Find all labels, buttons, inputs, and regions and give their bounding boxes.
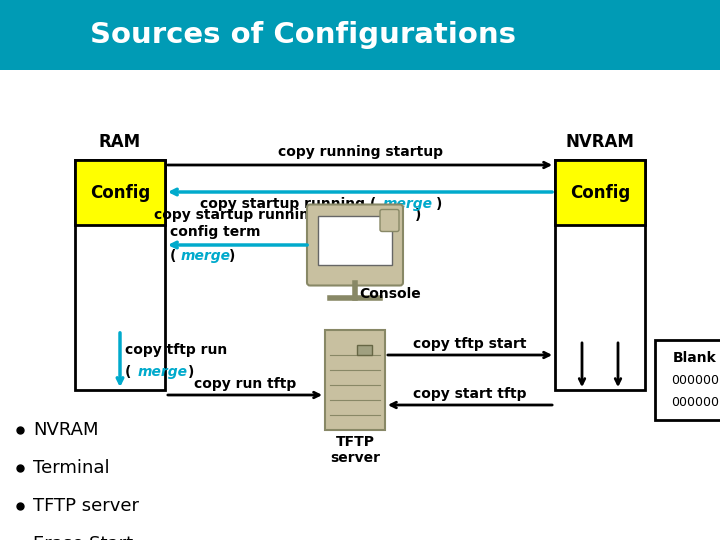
Text: ): ): [188, 365, 194, 379]
Text: RAM: RAM: [99, 133, 141, 151]
Text: Terminal: Terminal: [33, 459, 109, 477]
Text: copy start tftp: copy start tftp: [413, 387, 527, 401]
Text: Sources of Configurations: Sources of Configurations: [90, 21, 516, 49]
Text: NVRAM: NVRAM: [33, 421, 99, 439]
Text: Config: Config: [90, 184, 150, 201]
Text: copy run tftp: copy run tftp: [194, 377, 296, 391]
Text: Erase Start: Erase Start: [33, 535, 133, 540]
Text: copy startup running (: copy startup running (: [154, 208, 330, 222]
Text: Blank: Blank: [673, 351, 717, 365]
Text: ): ): [436, 197, 442, 211]
Text: NVRAM: NVRAM: [566, 133, 634, 151]
FancyBboxPatch shape: [307, 205, 403, 286]
Text: Config: Config: [570, 184, 630, 201]
Text: 000000: 000000: [671, 395, 719, 408]
Text: merge: merge: [331, 208, 381, 222]
Bar: [325, 330, 385, 430]
Text: TFTP
server: TFTP server: [330, 435, 380, 465]
Text: 000000: 000000: [671, 374, 719, 387]
Bar: [318, 215, 392, 265]
Bar: [555, 160, 645, 390]
Text: copy tftp start: copy tftp start: [413, 337, 527, 351]
Bar: [75, 160, 165, 225]
Text: ): ): [415, 208, 421, 222]
Bar: [555, 160, 645, 225]
Bar: [75, 160, 165, 390]
Text: TFTP server: TFTP server: [33, 497, 139, 515]
Text: Console: Console: [359, 287, 421, 301]
Text: (: (: [170, 249, 176, 263]
Text: merge: merge: [383, 197, 433, 211]
Bar: [357, 345, 372, 355]
Bar: [655, 340, 720, 420]
Text: merge: merge: [138, 365, 188, 379]
Bar: [0, 0, 720, 70]
Text: copy running startup: copy running startup: [277, 145, 443, 159]
Text: ): ): [229, 249, 235, 263]
Text: copy tftp run: copy tftp run: [125, 343, 228, 357]
Text: (: (: [125, 365, 131, 379]
Text: merge: merge: [181, 249, 231, 263]
Text: copy startup running (: copy startup running (: [200, 197, 377, 211]
FancyBboxPatch shape: [380, 210, 399, 232]
Text: config term: config term: [170, 225, 261, 239]
